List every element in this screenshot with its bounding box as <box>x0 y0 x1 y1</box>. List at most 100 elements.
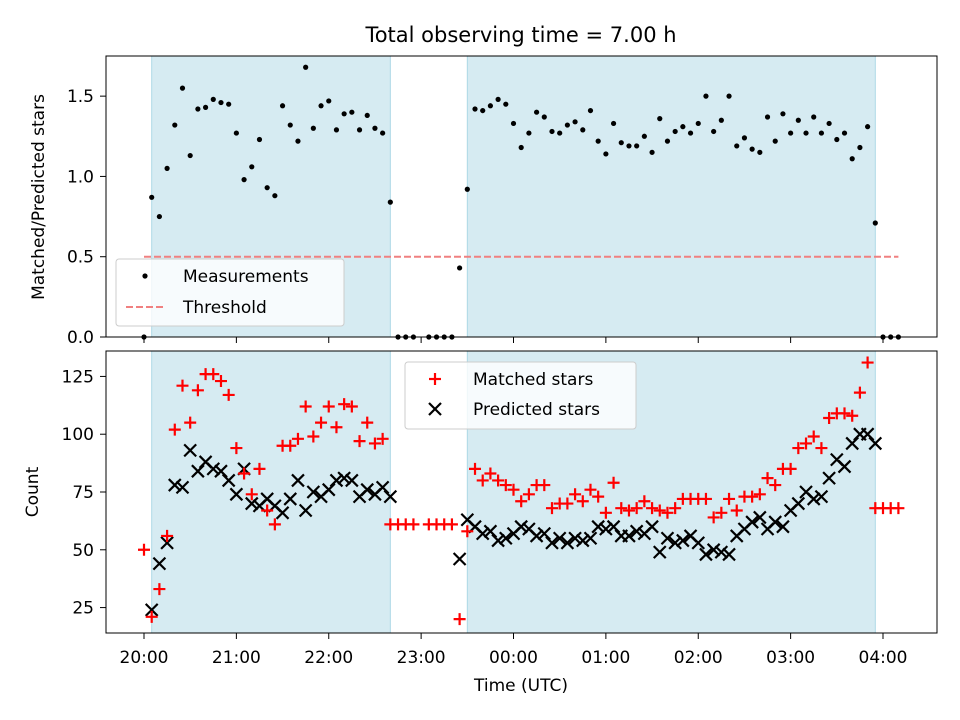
matched-stars-point <box>222 388 235 401</box>
predicted-stars-point <box>298 503 313 518</box>
measurement-point <box>618 140 624 146</box>
matched-stars-point <box>268 518 281 531</box>
predicted-stars-point <box>576 533 590 548</box>
x-tick-label: 03:00 <box>766 648 815 668</box>
predicted-stars-point <box>868 436 883 451</box>
x-tick-label: 21:00 <box>212 648 261 668</box>
matched-stars-point <box>322 400 335 413</box>
predicted-stars-point <box>306 485 321 499</box>
matched-stars-point <box>630 502 643 515</box>
matched-stars-point <box>607 476 620 489</box>
predicted-stars-point <box>229 487 244 502</box>
matched-stars-point <box>284 439 297 452</box>
predicted-stars-point <box>337 471 351 485</box>
matched-stars-point <box>245 488 258 501</box>
matched-stars-point <box>538 479 551 492</box>
y-tick-label: 0.5 <box>67 248 94 268</box>
measurement-point <box>195 106 201 112</box>
matched-stars-point <box>584 483 597 496</box>
matched-stars-point <box>661 506 674 519</box>
measurement-point <box>372 125 378 131</box>
matched-stars-point <box>214 375 227 388</box>
matched-stars-point <box>176 379 189 392</box>
matched-stars-point <box>145 610 158 623</box>
predicted-stars-point <box>591 519 605 534</box>
y-tick-label: 125 <box>62 367 94 387</box>
predicted-stars-point <box>491 533 505 548</box>
measurement-point <box>780 111 786 117</box>
measurement-point <box>841 130 848 136</box>
predicted-stars-point <box>676 533 690 548</box>
matched-stars-point <box>376 432 389 445</box>
measurement-point <box>541 114 547 120</box>
predicted-stars-point <box>837 459 852 474</box>
matched-stars-point <box>507 483 520 496</box>
matched-stars-point <box>461 525 474 538</box>
matched-stars-point <box>723 492 736 505</box>
measurement-point <box>518 144 524 151</box>
measurement-point <box>287 122 293 128</box>
predicted-stars-point <box>714 545 729 559</box>
matched-stars-point <box>445 518 458 531</box>
measurement-point <box>172 122 178 128</box>
measurement-point <box>364 112 370 119</box>
predicted-stars-point <box>652 545 667 559</box>
matched-stars-point <box>815 442 828 455</box>
matched-stars-point <box>338 398 351 411</box>
predicted-stars-point <box>622 529 636 543</box>
matched-stars-point <box>715 506 728 519</box>
measurement-point <box>179 85 186 91</box>
measurement-point <box>657 116 663 122</box>
bottom-panel-frame <box>105 350 938 634</box>
measurement-point <box>626 143 632 149</box>
predicted-stars-point <box>329 473 344 488</box>
measurement-point <box>826 120 832 127</box>
matched-stars-point <box>800 437 813 450</box>
matched-stars-point <box>823 412 836 425</box>
predicted-stars-point <box>183 443 197 458</box>
bottom-panel-axes: 25 50 75 100 125 20:00 21:00 22:00 23:00 00:00 01:… <box>62 367 908 668</box>
top-panel-legend: Measurements Threshold <box>115 258 345 327</box>
predicted-stars-point <box>499 531 513 546</box>
shaded-interval-1 <box>151 350 391 634</box>
measurement-point <box>672 128 678 135</box>
measurement-point <box>533 109 540 115</box>
measurement-point <box>310 125 316 131</box>
matched-stars-point <box>784 462 797 475</box>
matched-stars-point <box>330 421 343 434</box>
bottom-legend-matched-marker <box>429 373 441 385</box>
predicted-stars-point <box>291 473 305 488</box>
measurement-point <box>472 106 478 112</box>
matched-stars-point <box>368 437 381 450</box>
predicted-stars-point <box>814 489 829 504</box>
predicted-stars-point <box>475 526 490 541</box>
measurement-point <box>272 193 278 199</box>
predicted-stars-point <box>822 471 836 485</box>
measurement-point <box>464 186 470 192</box>
predicted-stars-point <box>345 473 359 488</box>
matched-stars-point <box>315 416 328 429</box>
x-tick-label: 01:00 <box>581 648 630 668</box>
matched-stars-point <box>230 442 243 455</box>
measurement-point <box>256 136 263 143</box>
top-legend-box <box>115 258 345 327</box>
measurement-point <box>703 93 709 99</box>
top-panel-data-points <box>141 64 901 340</box>
matched-stars-point <box>576 495 589 508</box>
matched-stars-point <box>769 479 782 492</box>
matched-stars-point <box>168 423 181 436</box>
matched-stars-point <box>184 416 197 429</box>
predicted-stars-point <box>275 506 290 520</box>
matched-stars-point <box>253 462 266 475</box>
x-tick-label: 04:00 <box>859 648 908 668</box>
matched-stars-point <box>353 435 366 448</box>
shaded-interval-2 <box>466 55 876 338</box>
matched-stars-point <box>161 529 174 542</box>
predicted-stars-point <box>668 536 682 550</box>
matched-stars-point <box>699 492 712 505</box>
matched-stars-point <box>592 490 605 503</box>
measurement-point <box>634 143 640 149</box>
matched-stars-point <box>345 400 358 413</box>
measurement-point <box>680 124 686 130</box>
